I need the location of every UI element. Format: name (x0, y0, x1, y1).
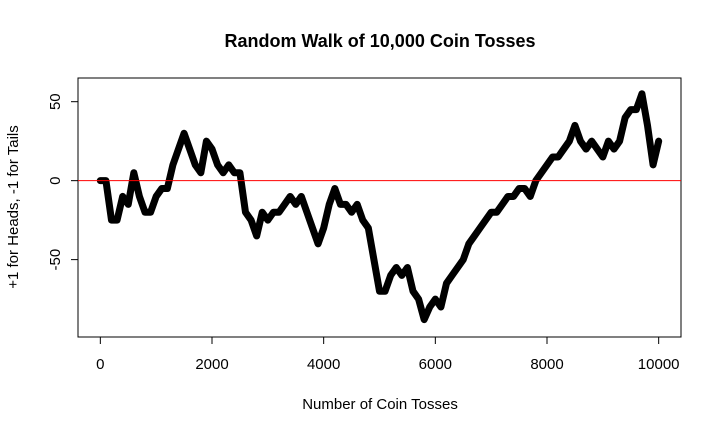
y-tick-label: -50 (47, 249, 64, 271)
chart-title: Random Walk of 10,000 Coin Tosses (224, 31, 535, 51)
x-tick-label: 6000 (419, 356, 452, 373)
x-tick-label: 10000 (638, 356, 680, 373)
x-tick-label: 8000 (530, 356, 563, 373)
walk-line (96, 90, 663, 324)
x-axis-label: Number of Coin Tosses (302, 396, 458, 413)
y-axis-label: +1 for Heads, -1 for Tails (5, 125, 22, 289)
y-tick-label: 50 (47, 93, 64, 110)
x-tick-label: 0 (96, 356, 104, 373)
plot-box (77, 77, 682, 338)
x-tick-label: 2000 (195, 356, 228, 373)
y-tick-label: 0 (47, 176, 64, 184)
x-tick-label: 4000 (307, 356, 340, 373)
